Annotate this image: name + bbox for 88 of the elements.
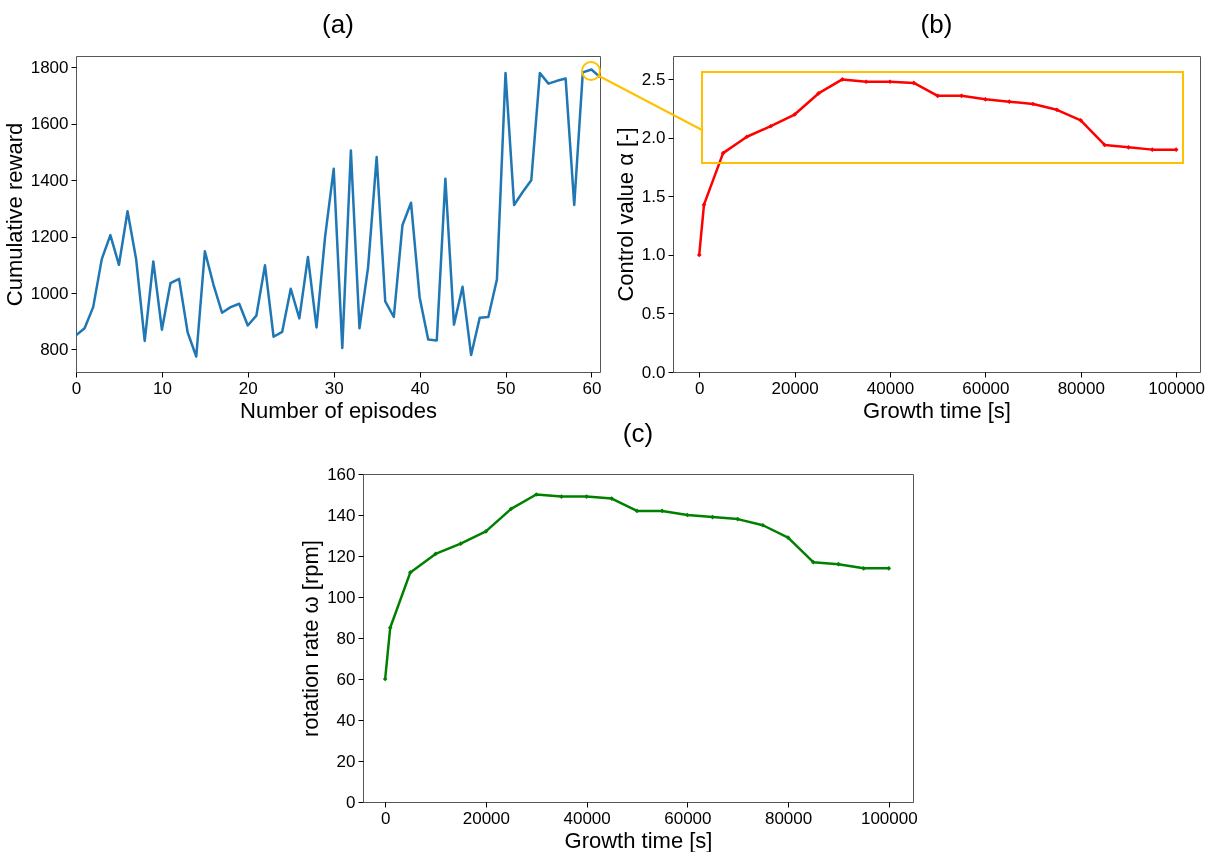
- y-tick-label: 40: [336, 710, 356, 730]
- y-tick-label: 2.0: [641, 128, 666, 148]
- y-tick-label: 120: [327, 546, 356, 566]
- x-tick-label: 20000: [462, 808, 511, 828]
- point: [792, 112, 797, 117]
- point: [685, 512, 690, 518]
- x-tick-label: 60: [582, 378, 602, 398]
- point: [760, 522, 766, 528]
- point: [1078, 118, 1084, 123]
- x-tick-label: 60000: [664, 808, 712, 828]
- y-tick-label: 60: [336, 669, 356, 689]
- x-tick-label: 20: [238, 378, 258, 398]
- x-tick-label: 20000: [771, 378, 819, 398]
- y-axis-title: Control value α [-]: [612, 127, 638, 302]
- y-tick-label: 80: [336, 628, 356, 648]
- y-tick-label: 160: [327, 464, 356, 484]
- chart-title: (b): [920, 9, 953, 39]
- x-tick-label: 40000: [563, 808, 611, 828]
- y-tick-label: 1000: [30, 283, 69, 303]
- y-tick-label: 0: [346, 792, 356, 812]
- point: [483, 529, 489, 534]
- y-tick-label: 1.0: [641, 245, 666, 265]
- point: [836, 561, 841, 567]
- x-tick-label: 80000: [1057, 378, 1105, 398]
- point: [559, 494, 564, 499]
- x-axis-title: Number of episodes: [240, 397, 437, 423]
- y-tick-label: 100: [327, 587, 356, 607]
- point: [887, 79, 893, 85]
- point: [744, 134, 750, 140]
- point: [1006, 99, 1012, 104]
- y-axis-title: Cumulative reward: [1, 122, 27, 307]
- y-tick-label: 1400: [30, 170, 69, 190]
- point: [634, 508, 640, 514]
- point: [609, 496, 615, 501]
- y-tick-label: 1.5: [641, 186, 666, 206]
- point: [768, 123, 774, 129]
- point: [720, 150, 726, 156]
- point: [696, 252, 702, 258]
- x-tick-label: 40: [410, 378, 430, 398]
- y-tick-label: 1600: [30, 114, 69, 134]
- point: [1173, 147, 1179, 152]
- x-tick-label: 80000: [764, 808, 813, 828]
- x-tick-label: 0: [695, 378, 705, 398]
- point: [816, 91, 821, 96]
- point: [983, 96, 988, 102]
- x-tick-label: 0: [380, 808, 391, 828]
- point: [886, 565, 892, 571]
- point: [533, 492, 539, 497]
- y-tick-label: 800: [40, 339, 69, 359]
- point: [408, 570, 413, 575]
- point: [863, 79, 869, 85]
- point: [1126, 144, 1131, 150]
- point: [659, 508, 665, 514]
- point: [584, 494, 589, 499]
- x-axis-title: Growth time [s]: [564, 827, 713, 853]
- x-tick-label: 100000: [860, 808, 918, 828]
- point: [508, 506, 514, 512]
- point: [458, 541, 464, 547]
- point: [735, 516, 741, 522]
- x-tick-label: 0: [71, 378, 82, 398]
- point: [1102, 142, 1107, 148]
- y-tick-label: 1200: [30, 227, 69, 247]
- point: [382, 676, 388, 682]
- y-tick-label: 20: [336, 751, 356, 771]
- point: [959, 93, 964, 99]
- x-tick-label: 30: [324, 378, 344, 398]
- point: [1030, 101, 1036, 107]
- point: [839, 77, 845, 82]
- x-axis-title: Growth time [s]: [863, 397, 1011, 423]
- point: [1054, 107, 1060, 113]
- y-tick-label: 1800: [30, 57, 69, 77]
- x-tick-label: 50: [496, 378, 516, 398]
- y-tick-label: 2.5: [641, 69, 666, 89]
- chart-title: (a): [322, 9, 354, 39]
- chart-title: (c): [622, 418, 654, 448]
- point: [387, 625, 393, 631]
- y-axis-title: rotation rate ω [rpm]: [298, 540, 324, 737]
- x-tick-label: 10: [152, 378, 172, 398]
- y-tick-label: 0.5: [641, 303, 666, 323]
- y-tick-label: 0.0: [641, 362, 666, 382]
- x-tick-label: 40000: [866, 378, 915, 398]
- x-tick-label: 100000: [1148, 378, 1206, 398]
- point: [810, 559, 816, 565]
- point: [911, 80, 917, 86]
- point: [1149, 147, 1155, 152]
- point: [861, 565, 866, 571]
- y-tick-label: 140: [327, 505, 356, 525]
- x-tick-label: 60000: [962, 378, 1010, 398]
